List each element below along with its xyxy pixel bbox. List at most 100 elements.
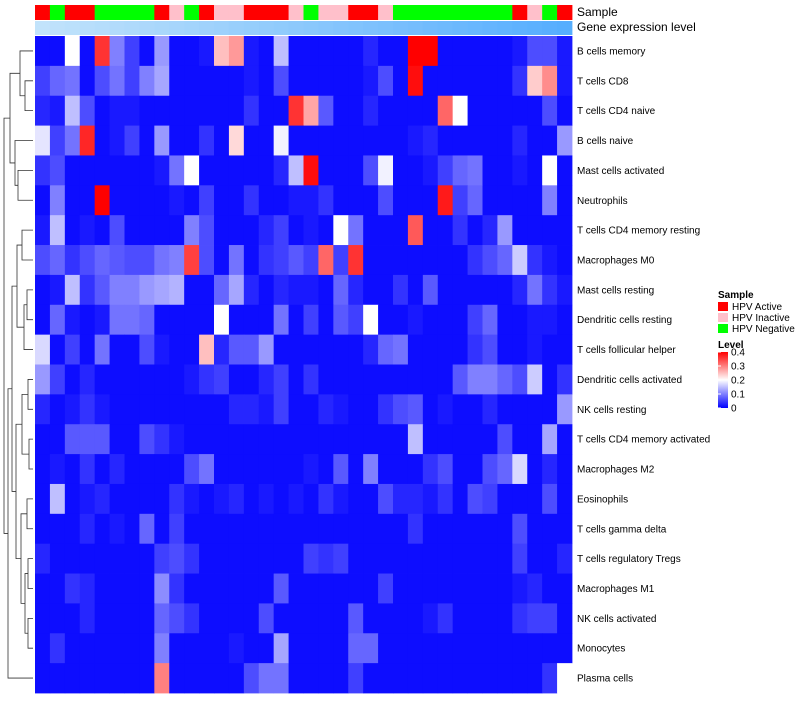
heatmap-cell (184, 573, 200, 604)
heatmap-cell (228, 513, 245, 545)
heatmap-cell (154, 334, 170, 365)
heatmap-cell (467, 304, 483, 336)
gene-level-annotation-cell (482, 21, 498, 35)
heatmap-cell (452, 274, 468, 306)
heatmap-cell (49, 334, 66, 365)
heatmap-cell (214, 543, 230, 574)
heatmap-cell (333, 125, 349, 156)
heatmap-cell (109, 95, 125, 126)
row-label: T cells CD8 (577, 76, 629, 87)
heatmap-cell (393, 483, 409, 515)
heatmap-cell (288, 215, 304, 246)
gene-level-annotation-cell (512, 21, 528, 35)
heatmap-cell (154, 364, 170, 395)
heatmap-cell (273, 483, 289, 515)
gene-level-annotation-cell (437, 21, 454, 35)
row-labels: B cells memory T cells CD8 T cells CD4 nai… (577, 46, 710, 684)
heatmap-cell (557, 454, 573, 485)
gene-level-annotation-cell (348, 21, 364, 35)
heatmap-cell (64, 274, 81, 306)
heatmap-cell (288, 274, 304, 306)
heatmap-cell (303, 274, 319, 306)
heatmap-cell (243, 334, 260, 365)
heatmap-cell (139, 633, 155, 664)
heatmap-cell (497, 274, 513, 306)
gene-level-annotation-cell (542, 21, 558, 35)
heatmap-cell (154, 633, 170, 664)
heatmap-cell (437, 215, 454, 246)
heatmap-cell (258, 125, 275, 156)
row-label: B cells memory (577, 46, 645, 57)
heatmap-cell (378, 95, 394, 126)
heatmap-cell (79, 304, 96, 336)
heatmap-cell (273, 334, 289, 365)
heatmap-cell (497, 65, 513, 97)
heatmap-cell (378, 245, 394, 276)
heatmap-cell (94, 364, 110, 395)
heatmap-cell (467, 483, 483, 515)
heatmap-cell (303, 155, 319, 186)
heatmap-cell (169, 603, 185, 634)
heatmap-cell (348, 663, 364, 694)
heatmap-cell (49, 125, 66, 156)
heatmap-cell (557, 513, 573, 545)
sample-annotation-cell (363, 5, 379, 20)
heatmap-cell (527, 573, 543, 604)
heatmap-cell (243, 573, 260, 604)
legend-swatch-hpv-inactive (718, 313, 728, 322)
heatmap-cell (109, 633, 125, 664)
heatmap-cell (467, 125, 483, 156)
heatmap-cell (124, 364, 140, 395)
heatmap-cell (303, 95, 319, 126)
heatmap-cell (243, 215, 260, 246)
dendrogram-branch (27, 379, 33, 410)
heatmap-cell (169, 394, 185, 425)
heatmap-cell (363, 215, 379, 246)
level-legend-ticks: 0.4 0.3 0.2 0.1 0 (718, 348, 745, 415)
heatmap-cell (228, 215, 245, 246)
heatmap-cell (542, 334, 558, 365)
heatmap-cell (228, 573, 245, 604)
heatmap-cell (497, 364, 513, 395)
heatmap-cell (527, 663, 543, 694)
heatmap-cell (363, 543, 379, 574)
dendrogram-branch (26, 289, 33, 321)
heatmap-cell (467, 155, 483, 186)
row-label: NK cells activated (577, 614, 656, 625)
heatmap-cell (422, 573, 439, 604)
heatmap-cell (318, 663, 334, 694)
heatmap-cell (512, 603, 528, 634)
heatmap-cell (363, 125, 379, 156)
heatmap-cell (378, 65, 394, 97)
heatmap-cell (527, 483, 543, 515)
heatmap-cell (243, 185, 260, 216)
sample-annotation-cell (318, 5, 334, 20)
sample-annotation-cell (94, 5, 110, 20)
heatmap-cell (363, 185, 379, 216)
row-label: T cells CD4 memory resting (577, 226, 700, 237)
heatmap-cell (169, 274, 185, 306)
heatmap-cell (393, 215, 409, 246)
heatmap-cell (228, 424, 245, 455)
heatmap-cell (393, 125, 409, 156)
heatmap-cell (512, 483, 528, 515)
heatmap-cell (363, 483, 379, 515)
heatmap-cell (124, 215, 140, 246)
heatmap-cell (422, 65, 439, 97)
dendrogram-branch (23, 304, 33, 350)
heatmap-cell (467, 543, 483, 574)
heatmap-cell (363, 65, 379, 97)
heatmap-cell (79, 483, 96, 515)
gene-expression-annotation-label: Gene expression level (577, 20, 696, 34)
heatmap-cell (378, 573, 394, 604)
heatmap-cell (467, 334, 483, 365)
heatmap-cell (363, 155, 379, 186)
heatmap-cell (199, 513, 215, 545)
heatmap-cell (79, 424, 96, 455)
heatmap-cell (527, 185, 543, 216)
heatmap-cell (35, 573, 51, 604)
heatmap-cell (467, 394, 483, 425)
heatmap-cell (422, 245, 439, 276)
heatmap-cell (378, 125, 394, 156)
heatmap-cell (243, 155, 260, 186)
